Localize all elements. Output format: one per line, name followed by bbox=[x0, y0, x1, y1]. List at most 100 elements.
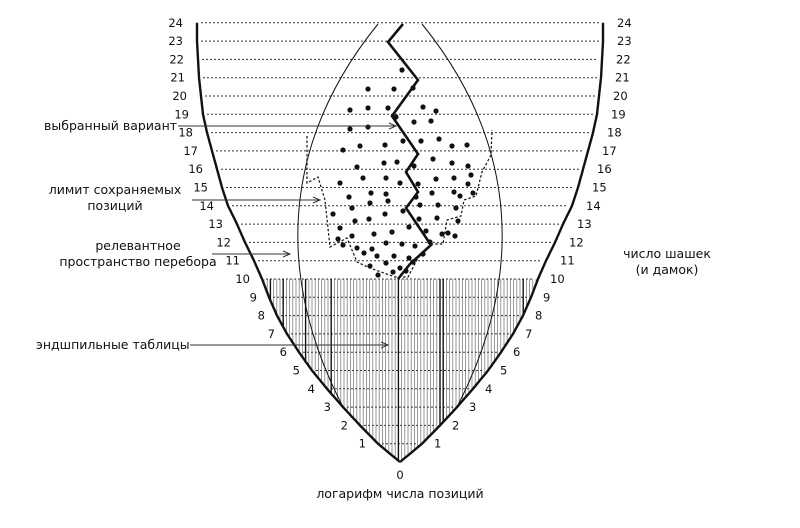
arrow-stored-limit-head bbox=[312, 196, 322, 204]
level-number-left: 14 bbox=[199, 199, 214, 213]
position-dot bbox=[337, 180, 343, 186]
position-dot bbox=[365, 105, 371, 111]
level-number-left: 16 bbox=[188, 162, 203, 176]
position-dot bbox=[417, 202, 423, 208]
position-dot bbox=[340, 242, 346, 248]
position-dot bbox=[434, 215, 440, 221]
position-dot bbox=[369, 246, 375, 252]
level-number-left: 1 bbox=[359, 437, 366, 451]
position-dot bbox=[418, 138, 424, 144]
position-dot bbox=[352, 218, 358, 224]
level-number-right: 9 bbox=[543, 290, 550, 304]
position-dot bbox=[449, 143, 455, 149]
level-number-right: 3 bbox=[469, 400, 476, 414]
axis-label-bottom: логарифм числа позиций bbox=[316, 486, 484, 501]
position-dot bbox=[390, 269, 396, 275]
level-number-left: 12 bbox=[216, 235, 231, 249]
position-dot bbox=[391, 253, 397, 259]
level-number-left: 22 bbox=[169, 52, 184, 66]
position-dot bbox=[385, 105, 391, 111]
outer-boundary-right bbox=[399, 22, 605, 463]
level-number-left: 19 bbox=[174, 107, 189, 121]
position-dot bbox=[455, 218, 461, 224]
position-dot bbox=[457, 193, 463, 199]
level-number-left: 15 bbox=[193, 181, 208, 195]
position-dot bbox=[383, 191, 389, 197]
level-number-left: 5 bbox=[293, 364, 300, 378]
axis-label-right-line2: (и дамок) bbox=[635, 262, 699, 277]
position-dot bbox=[406, 255, 412, 261]
stored-limit-outline bbox=[306, 129, 493, 278]
position-dot bbox=[365, 86, 371, 92]
position-dot bbox=[366, 216, 372, 222]
position-dot bbox=[360, 175, 366, 181]
position-dot bbox=[382, 211, 388, 217]
level-number-left: 9 bbox=[250, 290, 257, 304]
level-number-left: 17 bbox=[183, 144, 198, 158]
level-number-left: 11 bbox=[225, 254, 240, 268]
position-dot bbox=[420, 104, 426, 110]
level-number-left: 23 bbox=[168, 34, 183, 48]
label-chosen-variation: выбранный вариант bbox=[44, 118, 178, 133]
level-number-right: 20 bbox=[613, 89, 628, 103]
level-number-right: 22 bbox=[616, 52, 631, 66]
position-dot bbox=[415, 181, 421, 187]
position-dot bbox=[368, 190, 374, 196]
boundary-curves bbox=[195, 22, 605, 463]
label-stored-limit-line1: лимит сохраняемых bbox=[48, 182, 182, 197]
position-dot bbox=[465, 163, 471, 169]
position-dot bbox=[346, 194, 352, 200]
level-number-left: 13 bbox=[208, 217, 223, 231]
axis-label-right: число шашек (и дамок) bbox=[612, 246, 722, 278]
position-dot bbox=[382, 142, 388, 148]
level-number-right: 21 bbox=[615, 71, 630, 85]
level-gridlines bbox=[201, 22, 599, 445]
position-dot bbox=[367, 263, 373, 269]
position-dot bbox=[468, 172, 474, 178]
outer-boundary-left bbox=[195, 22, 401, 463]
position-dot bbox=[465, 181, 471, 187]
position-dot bbox=[464, 142, 470, 148]
position-dot bbox=[406, 224, 412, 230]
level-number-left: 20 bbox=[172, 89, 187, 103]
position-dot bbox=[400, 208, 406, 214]
position-dot bbox=[433, 176, 439, 182]
position-dot bbox=[374, 253, 380, 259]
position-dot bbox=[436, 136, 442, 142]
position-dot bbox=[423, 228, 429, 234]
position-dot bbox=[349, 205, 355, 211]
arrow-relevant-space-head bbox=[282, 250, 292, 258]
level-number-right: 1 bbox=[434, 437, 441, 451]
label-stored-limit: лимит сохраняемых позиций bbox=[40, 182, 190, 214]
position-dot bbox=[347, 126, 353, 132]
stored-limit-dashed-outline bbox=[306, 129, 493, 278]
stored-positions-dots bbox=[330, 67, 476, 278]
level-number-left: 2 bbox=[341, 418, 348, 432]
annotation-arrows bbox=[178, 122, 398, 349]
position-dot bbox=[383, 260, 389, 266]
position-dot bbox=[394, 159, 400, 165]
level-number-left: 21 bbox=[170, 71, 185, 85]
position-dot bbox=[371, 231, 377, 237]
position-dot bbox=[433, 108, 439, 114]
position-dot bbox=[399, 241, 405, 247]
position-dot bbox=[357, 143, 363, 149]
level-number-right: 12 bbox=[569, 235, 584, 249]
position-dot bbox=[451, 175, 457, 181]
level-number-right: 7 bbox=[525, 327, 532, 341]
position-dot bbox=[453, 205, 459, 211]
arrow-chosen-variation-head bbox=[388, 122, 398, 130]
position-dot bbox=[347, 107, 353, 113]
position-dot bbox=[354, 164, 360, 170]
level-number-left: 6 bbox=[280, 345, 287, 359]
level-number-right: 18 bbox=[607, 126, 622, 140]
position-dot bbox=[470, 190, 476, 196]
position-dot bbox=[335, 236, 341, 242]
level-number-right: 16 bbox=[597, 162, 612, 176]
position-dot bbox=[430, 156, 436, 162]
position-dot bbox=[365, 124, 371, 130]
position-dot bbox=[411, 119, 417, 125]
